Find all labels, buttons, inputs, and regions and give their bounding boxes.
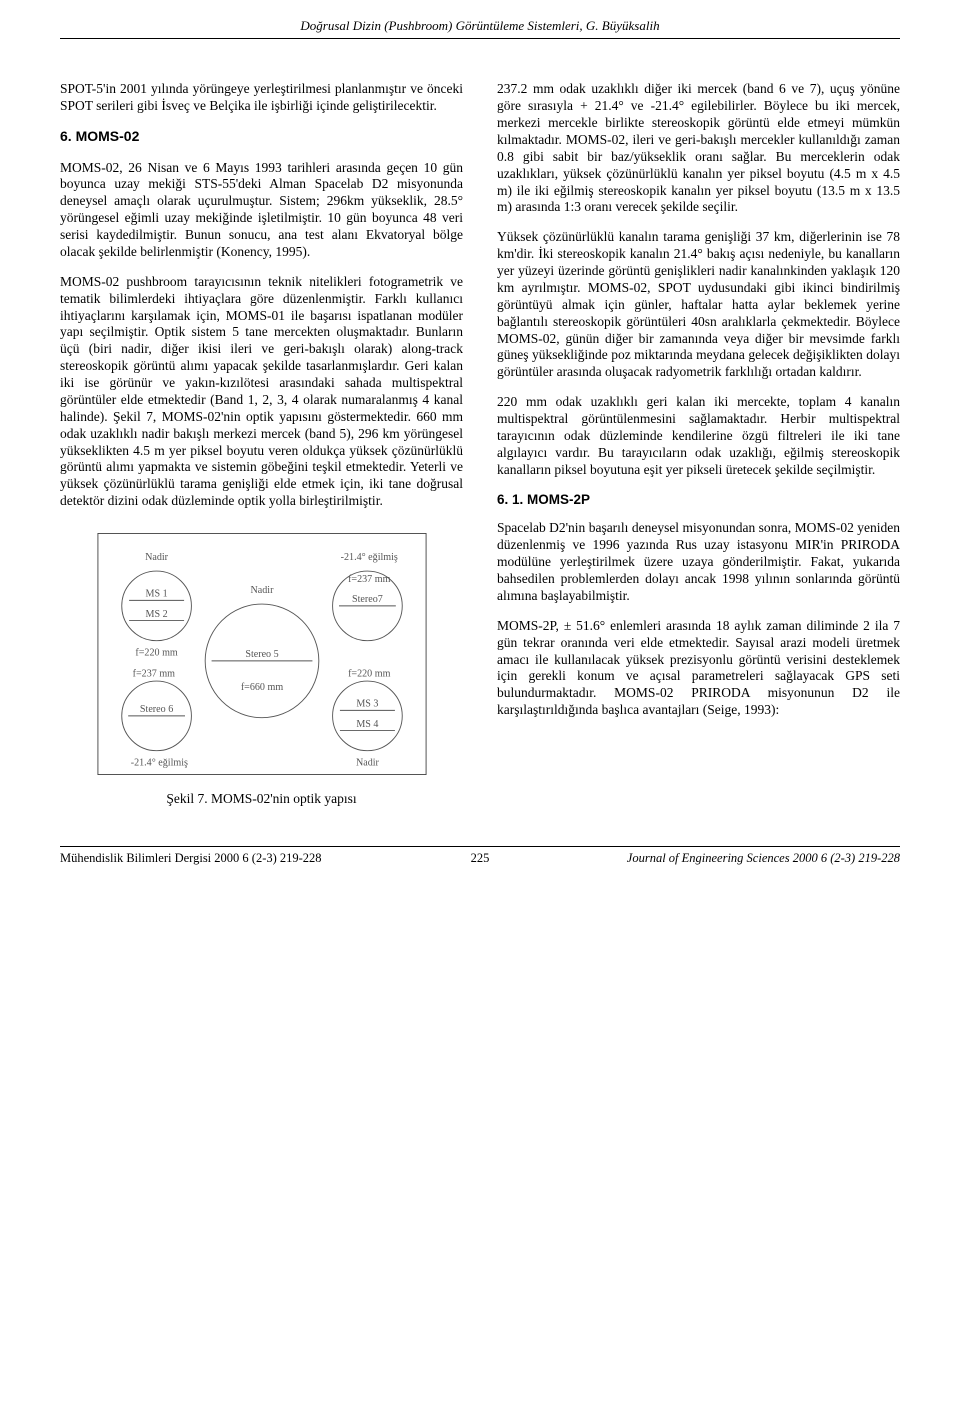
paragraph: 220 mm odak uzaklıklı geri kalan iki mer… [497,394,900,478]
footer-left: Mühendislik Bilimleri Dergisi 2000 6 (2-… [60,851,445,867]
svg-text:f=237 mm: f=237 mm [132,668,175,679]
svg-text:Stereo 6: Stereo 6 [139,704,172,715]
svg-text:Stereo 5: Stereo 5 [245,649,278,660]
paragraph: MOMS-02, 26 Nisan ve 6 Mayıs 1993 tarihl… [60,160,463,261]
figure-7: MS 1 MS 2 Nadir f=220 mm Stereo 6 f=237 … [60,523,463,808]
paragraph: Yüksek çözünürlüklü kanalın tarama geniş… [497,229,900,381]
header-rule [60,38,900,39]
left-column: SPOT-5'in 2001 yılında yörüngeye yerleşt… [60,81,463,818]
svg-text:Nadir: Nadir [250,585,274,596]
svg-text:MS 1: MS 1 [145,589,167,600]
svg-text:f=660 mm: f=660 mm [240,682,283,693]
footer-right: Journal of Engineering Sciences 2000 6 (… [515,851,900,867]
right-column: 237.2 mm odak uzaklıklı diğer iki mercek… [497,81,900,818]
svg-text:-21.4° eğilmiş: -21.4° eğilmiş [130,757,187,768]
paragraph: Spacelab D2'nin başarılı deneysel misyon… [497,520,900,604]
optics-diagram: MS 1 MS 2 Nadir f=220 mm Stereo 6 f=237 … [97,523,427,785]
svg-text:f=220 mm: f=220 mm [348,668,391,679]
paragraph: 237.2 mm odak uzaklıklı diğer iki mercek… [497,81,900,216]
paragraph: MOMS-02 pushbroom tarayıcısının teknik n… [60,274,463,510]
svg-text:Nadir: Nadir [355,757,379,768]
page-number: 225 [445,851,515,867]
svg-text:MS 3: MS 3 [356,699,378,710]
paragraph: SPOT-5'in 2001 yılında yörüngeye yerleşt… [60,81,463,115]
figure-caption: Şekil 7. MOMS-02'nin optik yapısı [60,791,463,808]
svg-text:Stereo7: Stereo7 [352,594,383,605]
two-column-layout: SPOT-5'in 2001 yılında yörüngeye yerleşt… [60,81,900,818]
running-header: Doğrusal Dizin (Pushbroom) Görüntüleme S… [60,18,900,34]
section-heading-moms02: 6. MOMS-02 [60,128,463,146]
page-footer: Mühendislik Bilimleri Dergisi 2000 6 (2-… [60,846,900,867]
paragraph: MOMS-2P, ± 51.6° enlemleri arasında 18 a… [497,618,900,719]
svg-text:-21.4° eğilmiş: -21.4° eğilmiş [340,552,397,563]
svg-text:f=237 mm: f=237 mm [348,574,391,585]
svg-text:MS 4: MS 4 [356,719,378,730]
svg-text:Nadir: Nadir [145,552,169,563]
subsection-heading-moms2p: 6. 1. MOMS-2P [497,492,900,509]
footer-rule [60,846,900,847]
svg-text:MS 2: MS 2 [145,609,167,620]
svg-text:f=220 mm: f=220 mm [135,647,178,658]
